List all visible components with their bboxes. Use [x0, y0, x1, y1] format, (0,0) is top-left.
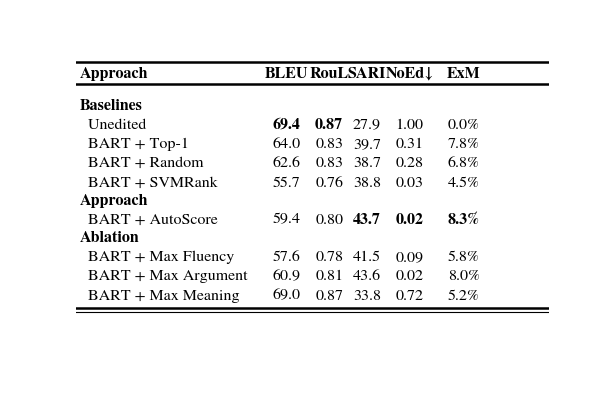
- Text: 0.72: 0.72: [395, 289, 423, 303]
- Text: RouL: RouL: [310, 67, 349, 80]
- Text: 1.00: 1.00: [395, 118, 423, 131]
- Text: 5.8%: 5.8%: [448, 251, 480, 264]
- Text: 43.6: 43.6: [353, 270, 381, 283]
- Text: 27.9: 27.9: [353, 118, 381, 131]
- Text: 39.7: 39.7: [353, 137, 381, 151]
- Text: 0.0%: 0.0%: [448, 118, 480, 131]
- Text: Ablation: Ablation: [80, 231, 140, 245]
- Text: 0.03: 0.03: [395, 176, 423, 190]
- Text: 7.8%: 7.8%: [448, 137, 480, 151]
- Text: 8.3%: 8.3%: [448, 213, 480, 227]
- Text: Approach: Approach: [80, 67, 148, 80]
- Text: 33.8: 33.8: [353, 289, 381, 303]
- Text: BART + Max Fluency: BART + Max Fluency: [80, 251, 234, 264]
- Text: 0.83: 0.83: [315, 137, 343, 151]
- Text: 59.4: 59.4: [273, 213, 301, 227]
- Text: 8.0%: 8.0%: [448, 270, 480, 283]
- Text: 60.9: 60.9: [273, 270, 301, 283]
- Text: 6.8%: 6.8%: [448, 157, 480, 170]
- Text: 0.09: 0.09: [395, 251, 423, 264]
- Text: 64.0: 64.0: [273, 137, 301, 151]
- Text: BART + AutoScore: BART + AutoScore: [80, 213, 218, 227]
- Text: 5.2%: 5.2%: [448, 289, 480, 303]
- Text: BLEU: BLEU: [265, 67, 309, 80]
- Text: 0.76: 0.76: [315, 176, 343, 190]
- Text: BART + Max Meaning: BART + Max Meaning: [80, 289, 240, 303]
- Text: SARI: SARI: [348, 67, 386, 80]
- Text: Baselines: Baselines: [80, 99, 143, 112]
- Text: BART + Top-1: BART + Top-1: [80, 137, 189, 151]
- Text: 0.78: 0.78: [315, 251, 343, 264]
- Text: 55.7: 55.7: [273, 176, 301, 190]
- Text: NoEd↓: NoEd↓: [386, 67, 434, 80]
- Text: 0.80: 0.80: [315, 213, 343, 227]
- Text: 0.87: 0.87: [315, 118, 343, 132]
- Text: 69.0: 69.0: [273, 289, 301, 303]
- Text: 0.02: 0.02: [395, 270, 423, 283]
- Text: BART + Random: BART + Random: [80, 157, 204, 170]
- Text: 38.7: 38.7: [353, 157, 381, 170]
- Text: 0.81: 0.81: [315, 270, 343, 283]
- Text: 0.83: 0.83: [315, 157, 343, 170]
- Text: 0.87: 0.87: [315, 289, 343, 303]
- Text: BART + Max Argument: BART + Max Argument: [80, 270, 248, 283]
- Text: 0.31: 0.31: [395, 137, 423, 151]
- Text: 69.4: 69.4: [273, 118, 301, 132]
- Text: 62.6: 62.6: [273, 157, 301, 170]
- Text: Approach: Approach: [80, 194, 148, 208]
- Text: BART + SVMRank: BART + SVMRank: [80, 176, 218, 190]
- Text: Unedited: Unedited: [80, 118, 146, 131]
- Text: ExM: ExM: [447, 67, 481, 80]
- Text: 4.5%: 4.5%: [448, 176, 480, 190]
- Text: 57.6: 57.6: [273, 251, 301, 264]
- Text: 0.28: 0.28: [395, 157, 423, 170]
- Text: 43.7: 43.7: [353, 213, 381, 227]
- Text: 41.5: 41.5: [353, 251, 381, 264]
- Text: 0.02: 0.02: [396, 213, 423, 227]
- Text: 38.8: 38.8: [353, 176, 381, 190]
